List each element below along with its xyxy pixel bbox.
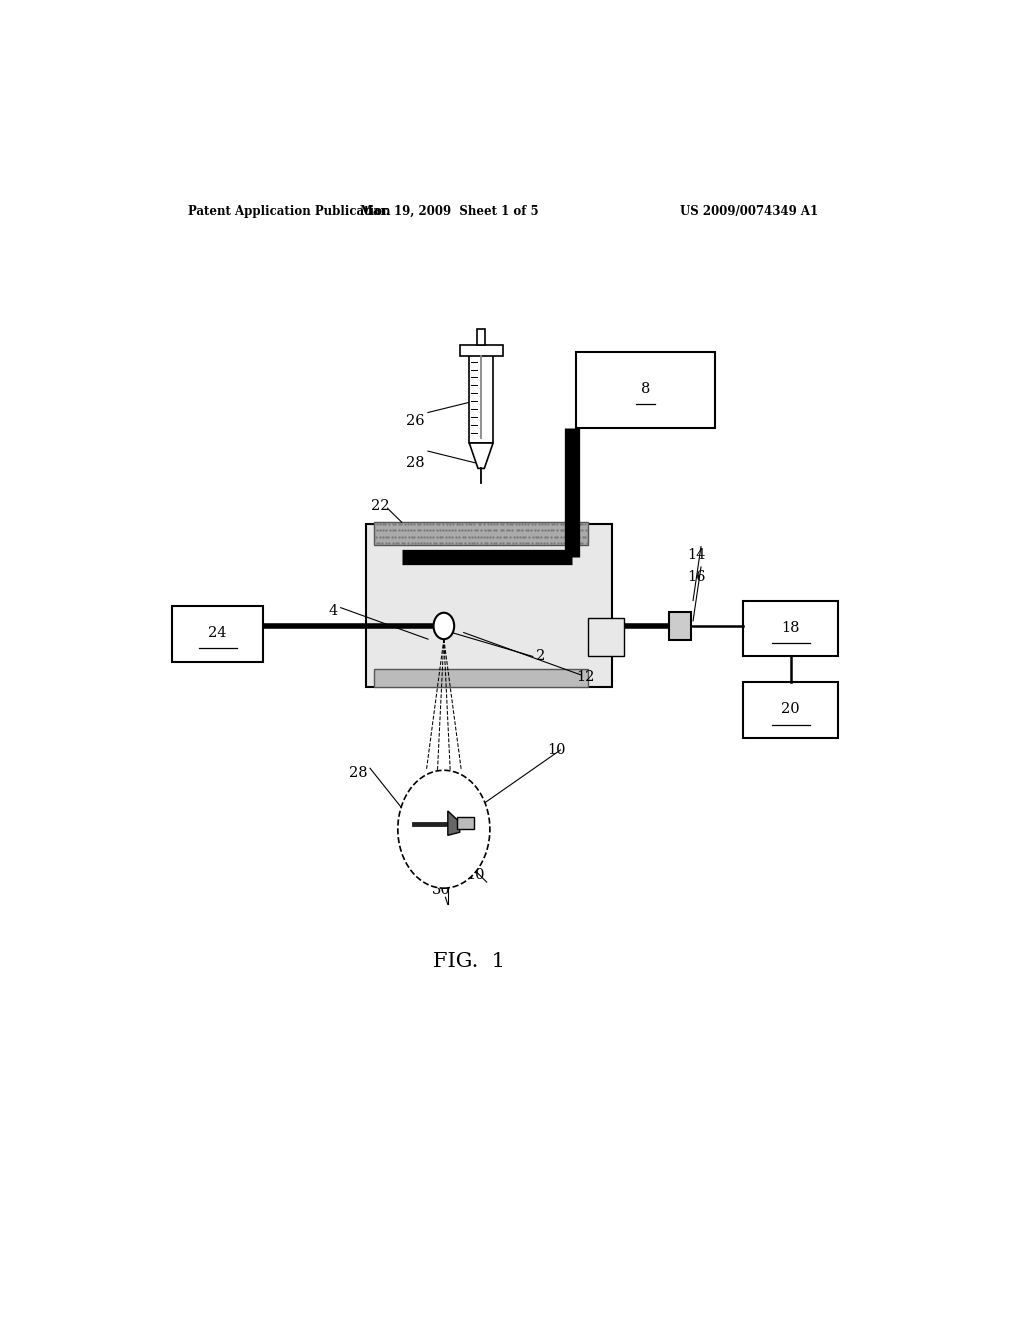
Text: 28: 28	[406, 457, 425, 470]
Bar	[460, 346, 503, 355]
Circle shape	[433, 612, 455, 639]
Text: 4: 4	[328, 603, 337, 618]
Text: 10: 10	[466, 869, 484, 882]
Text: FIG.  1: FIG. 1	[433, 952, 505, 970]
Polygon shape	[469, 444, 494, 469]
Text: 14: 14	[687, 548, 706, 562]
Bar	[469, 351, 494, 444]
Text: Mar. 19, 2009  Sheet 1 of 5: Mar. 19, 2009 Sheet 1 of 5	[360, 205, 539, 218]
Text: 10: 10	[547, 743, 566, 756]
Bar	[588, 618, 624, 656]
Text: US 2009/0074349 A1: US 2009/0074349 A1	[680, 205, 818, 218]
Text: 28: 28	[349, 767, 368, 780]
Bar	[457, 817, 474, 829]
Bar	[374, 523, 588, 545]
Bar	[367, 524, 612, 686]
Circle shape	[397, 771, 489, 888]
Text: 18: 18	[781, 620, 800, 635]
Text: 16: 16	[687, 570, 706, 585]
Polygon shape	[447, 810, 460, 836]
Bar	[743, 682, 839, 738]
Bar	[477, 329, 485, 346]
Text: 8: 8	[641, 381, 650, 396]
Text: Patent Application Publication: Patent Application Publication	[187, 205, 390, 218]
Bar	[172, 606, 263, 661]
Bar	[374, 669, 588, 686]
Bar	[670, 611, 691, 640]
Text: 30: 30	[432, 883, 451, 898]
Text: 26: 26	[406, 413, 425, 428]
Text: 24: 24	[209, 626, 227, 640]
Bar	[577, 351, 716, 428]
Text: 22: 22	[371, 499, 389, 513]
Text: 2: 2	[536, 649, 546, 664]
Text: 12: 12	[577, 669, 595, 684]
Bar	[743, 601, 839, 656]
Text: 20: 20	[781, 702, 800, 717]
